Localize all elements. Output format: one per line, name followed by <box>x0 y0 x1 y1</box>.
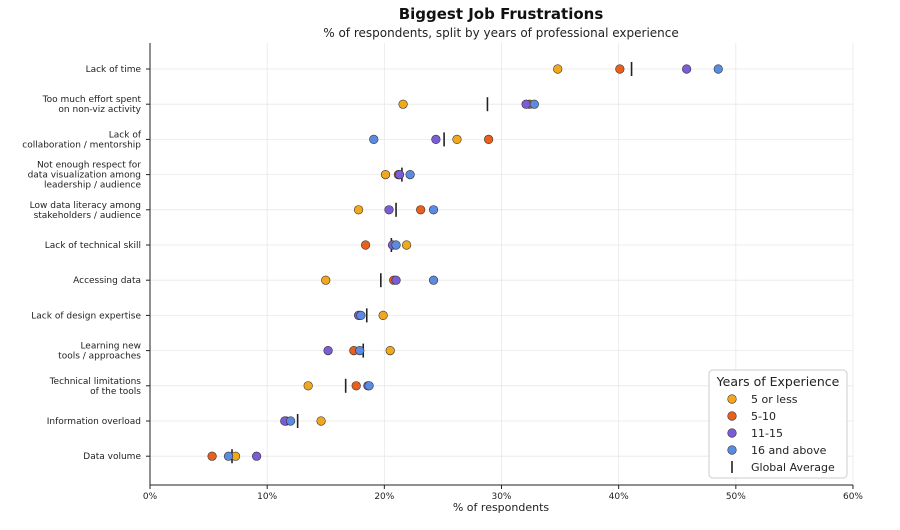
point-11-15 <box>252 451 262 461</box>
data-points <box>207 64 723 461</box>
category-label: Technical limitations of the tools <box>49 377 142 397</box>
point-5-or-less <box>321 275 331 285</box>
point-11-15 <box>323 346 333 356</box>
point-5-or-less <box>398 99 408 109</box>
point-16-and-above <box>223 451 234 461</box>
point-16-and-above <box>428 205 439 215</box>
point-16-and-above <box>405 170 415 180</box>
point-5-or-less <box>380 170 391 180</box>
point-11-15 <box>391 275 401 285</box>
x-tick-label: 10% <box>257 492 277 502</box>
x-axis-label: % of respondents <box>453 501 550 514</box>
x-axis-ticks: 0% 10% 20% 30% 40% 50% 60% <box>143 485 863 502</box>
point-5-or-less <box>553 64 563 74</box>
point-5-or-less <box>385 346 395 356</box>
point-5-10 <box>351 381 361 391</box>
legend-label: 16 and above <box>751 444 827 457</box>
category-label: Lack of design expertise <box>31 311 141 321</box>
legend-label: 11-15 <box>751 427 783 440</box>
category-label: Information overload <box>47 417 141 427</box>
legend-title: Years of Experience <box>716 374 840 389</box>
category-label: Learning new tools / approaches <box>58 342 141 362</box>
x-tick-label: 30% <box>491 492 511 502</box>
point-5-10 <box>484 134 494 144</box>
chart-title: Biggest Job Frustrations <box>399 5 604 23</box>
point-16-and-above <box>369 134 379 144</box>
legend-marker <box>727 394 737 404</box>
point-5-or-less <box>353 205 364 215</box>
point-11-15 <box>394 170 405 180</box>
point-11-15 <box>682 64 692 74</box>
point-5-or-less <box>316 416 326 426</box>
legend-label: 5 or less <box>751 393 798 406</box>
legend-marker <box>727 411 737 421</box>
x-tick-label: 20% <box>374 492 394 502</box>
category-label: Data volume <box>83 452 141 462</box>
x-tick-label: 60% <box>843 492 863 502</box>
category-label: Lack of time <box>86 65 142 75</box>
point-16-and-above <box>428 275 439 285</box>
category-label: Accessing data <box>73 276 141 286</box>
point-16-and-above <box>529 99 539 109</box>
x-tick-label: 50% <box>726 492 746 502</box>
legend-label: Global Average <box>751 461 835 474</box>
y-axis-categories: Lack of time Too much effort spent on non-… <box>22 65 150 462</box>
global-average-markers <box>231 62 633 464</box>
category-label: Lack of technical skill <box>45 241 141 251</box>
legend-marker <box>727 428 737 438</box>
category-label: Lack of collaboration / mentorship <box>22 130 142 150</box>
x-tick-label: 40% <box>609 492 629 502</box>
category-label: Low data literacy among stakeholders / au… <box>30 201 142 221</box>
category-label: Not enough respect for data visualization… <box>28 161 142 191</box>
point-16-and-above <box>286 416 296 426</box>
point-5-10 <box>207 451 217 461</box>
point-5-or-less <box>303 381 313 391</box>
grid-lines <box>149 43 854 485</box>
legend-marker <box>727 445 737 455</box>
point-5-10 <box>360 240 371 250</box>
x-tick-label: 0% <box>143 492 158 502</box>
point-16-and-above <box>355 346 365 356</box>
legend-label: 5-10 <box>751 410 776 423</box>
point-16-and-above <box>356 310 366 321</box>
point-5-10 <box>416 205 426 215</box>
point-5-10 <box>615 64 625 74</box>
category-label: Too much effort spent on non-viz activity <box>42 95 142 115</box>
point-5-or-less <box>401 240 412 250</box>
point-16-and-above <box>364 381 374 391</box>
point-11-15 <box>431 134 441 144</box>
point-5-or-less <box>452 134 462 144</box>
point-11-15 <box>521 99 531 109</box>
chart-subtitle: % of respondents, split by years of prof… <box>323 26 679 40</box>
legend-box <box>708 369 848 479</box>
point-16-and-above <box>391 240 401 250</box>
legend: Years of Experience 5 or less 5-10 11-15 16 … <box>708 369 848 479</box>
point-5-or-less <box>378 310 388 321</box>
point-16-and-above <box>713 64 723 74</box>
point-11-15 <box>384 205 394 215</box>
